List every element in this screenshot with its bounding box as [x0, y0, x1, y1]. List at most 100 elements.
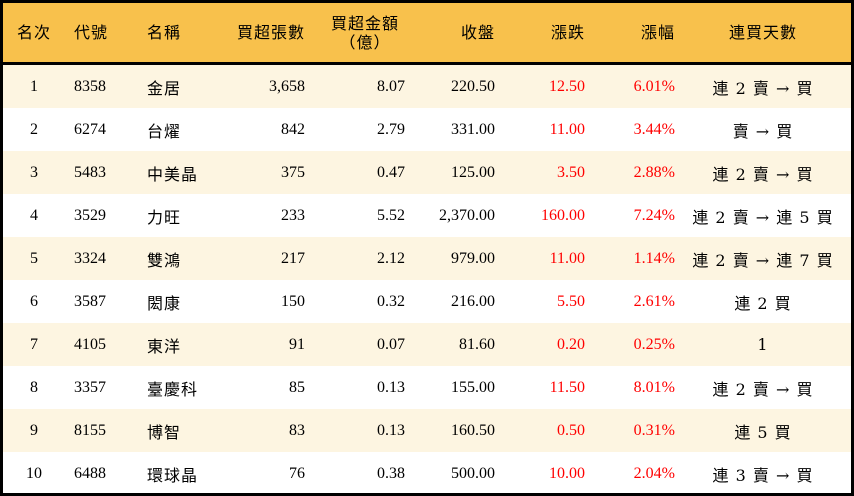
cell-close: 220.50 — [405, 63, 495, 108]
cell-code: 3357 — [74, 378, 106, 396]
cell-rank: 4 — [30, 206, 38, 224]
cell-shares: 85 — [289, 378, 305, 396]
table-row: 5 3324 雙鴻 217 2.12 979.00 11.00 1.14% 連 2 賣 → 連 … — [3, 237, 851, 280]
cell-shares: 76 — [289, 464, 305, 482]
cell-streak: 賣 → 買 — [732, 121, 794, 141]
cell-pct: 8.01% — [633, 378, 675, 396]
cell-pct: 0.25% — [585, 323, 675, 366]
cell-close: 155.00 — [451, 378, 495, 396]
cell-name: 台燿 — [147, 121, 182, 141]
table-row: 1 8358 金居 3,658 8.07 220.50 12.50 6.01% 連 2 賣 → … — [3, 63, 851, 108]
cell-streak: 連 2 賣 → 買 — [675, 63, 851, 108]
cell-change: 11.00 — [495, 237, 585, 280]
cell-name: 環球晶 — [147, 465, 199, 485]
cell-amount: 8.07 — [305, 63, 405, 108]
cell-rank: 1 — [3, 63, 65, 108]
cell-amount: 2.79 — [377, 120, 405, 138]
cell-change: 11.50 — [549, 378, 585, 396]
cell-change: 160.00 — [541, 206, 585, 224]
cell-pct: 2.61% — [633, 292, 675, 310]
cell-close: 160.50 — [405, 409, 495, 452]
cell-close: 125.00 — [405, 151, 495, 194]
table-row: 7 4105 東洋 91 0.07 81.60 0.20 0.25% 1 — [3, 323, 851, 366]
header-pct: 漲幅 — [585, 3, 675, 65]
cell-streak: 連 5 買 — [675, 409, 851, 452]
header-name: 名稱 — [145, 3, 217, 65]
cell-close: 81.60 — [405, 323, 495, 366]
cell-rank: 8 — [30, 378, 38, 396]
header-code: 代號 — [65, 3, 145, 65]
cell-shares: 375 — [217, 151, 305, 194]
cell-name: 閎康 — [147, 293, 182, 313]
cell-name: 中美晶 — [145, 151, 217, 194]
cell-amount: 0.13 — [377, 378, 405, 396]
cell-close: 2,370.00 — [439, 206, 495, 224]
table-row: 9 8155 博智 83 0.13 160.50 0.50 0.31% 連 5 買 — [3, 409, 851, 452]
cell-pct: 7.24% — [633, 206, 675, 224]
cell-streak: 連 3 賣 → 買 — [712, 465, 814, 485]
cell-change: 5.50 — [557, 292, 585, 310]
cell-name: 博智 — [145, 409, 217, 452]
cell-streak: 連 2 賣 → 買 — [675, 151, 851, 194]
cell-shares: 842 — [281, 120, 305, 138]
cell-shares: 3,658 — [217, 63, 305, 108]
cell-change: 12.50 — [495, 63, 585, 108]
cell-shares: 83 — [217, 409, 305, 452]
cell-streak: 連 2 賣 → 連 5 買 — [692, 207, 834, 227]
cell-pct: 6.01% — [585, 63, 675, 108]
cell-code: 3529 — [74, 206, 106, 224]
cell-pct: 0.31% — [585, 409, 675, 452]
cell-close: 500.00 — [451, 464, 495, 482]
cell-close: 216.00 — [451, 292, 495, 310]
cell-pct: 1.14% — [585, 237, 675, 280]
cell-name: 雙鴻 — [145, 237, 217, 280]
cell-streak: 1 — [675, 323, 851, 366]
cell-streak: 連 2 賣 → 連 7 買 — [675, 237, 851, 280]
cell-name: 臺慶科 — [147, 379, 199, 399]
cell-change: 3.50 — [495, 151, 585, 194]
cell-close: 331.00 — [451, 120, 495, 138]
cell-amount: 5.52 — [377, 206, 405, 224]
table-row: 6 3587 閎康 150 0.32 216.00 5.50 2.61% 連 2 買 — [3, 280, 851, 323]
cell-pct: 2.88% — [585, 151, 675, 194]
cell-code: 3324 — [65, 237, 145, 280]
table-row: 10 6488 環球晶 76 0.38 500.00 10.00 2.04% 連 3 賣 → 買 — [3, 452, 851, 495]
header-amount: 買超金額 （億） — [305, 3, 405, 65]
cell-shares: 91 — [217, 323, 305, 366]
header-close: 收盤 — [405, 3, 495, 65]
cell-code: 5483 — [65, 151, 145, 194]
cell-rank: 3 — [3, 151, 65, 194]
table-row: 4 3529 力旺 233 5.52 2,370.00 160.00 7.24% 連 2 賣 →… — [3, 194, 851, 237]
header-row: 名次 代號 名稱 買超張數 買超金額 （億） 收盤 漲跌 漲幅 連買天數 — [3, 3, 851, 65]
cell-rank: 9 — [3, 409, 65, 452]
cell-rank: 7 — [3, 323, 65, 366]
header-amount-line1: 買超金額 — [330, 13, 399, 33]
cell-close: 979.00 — [405, 237, 495, 280]
header-streak: 連買天數 — [675, 3, 851, 65]
cell-change: 0.20 — [495, 323, 585, 366]
header-shares: 買超張數 — [217, 3, 305, 65]
cell-shares: 150 — [281, 292, 305, 310]
cell-amount: 0.32 — [377, 292, 405, 310]
cell-code: 6274 — [74, 120, 106, 138]
cell-shares: 233 — [281, 206, 305, 224]
table-row: 3 5483 中美晶 375 0.47 125.00 3.50 2.88% 連 2 賣 → 買 — [3, 151, 851, 194]
cell-pct: 3.44% — [633, 120, 675, 138]
cell-name: 金居 — [145, 63, 217, 108]
table-row: 2 6274 台燿 842 2.79 331.00 11.00 3.44% 賣 → 買 — [3, 108, 851, 151]
cell-code: 6488 — [74, 464, 106, 482]
cell-change: 10.00 — [549, 464, 585, 482]
cell-code: 8358 — [65, 63, 145, 108]
cell-name: 力旺 — [147, 207, 182, 227]
cell-rank: 10 — [26, 464, 42, 482]
cell-amount: 0.38 — [377, 464, 405, 482]
header-amount-unit: （億） — [339, 32, 391, 52]
cell-change: 0.50 — [495, 409, 585, 452]
cell-rank: 5 — [3, 237, 65, 280]
cell-rank: 2 — [30, 120, 38, 138]
cell-code: 4105 — [65, 323, 145, 366]
cell-rank: 6 — [30, 292, 38, 310]
cell-amount: 0.07 — [305, 323, 405, 366]
cell-change: 11.00 — [549, 120, 585, 138]
